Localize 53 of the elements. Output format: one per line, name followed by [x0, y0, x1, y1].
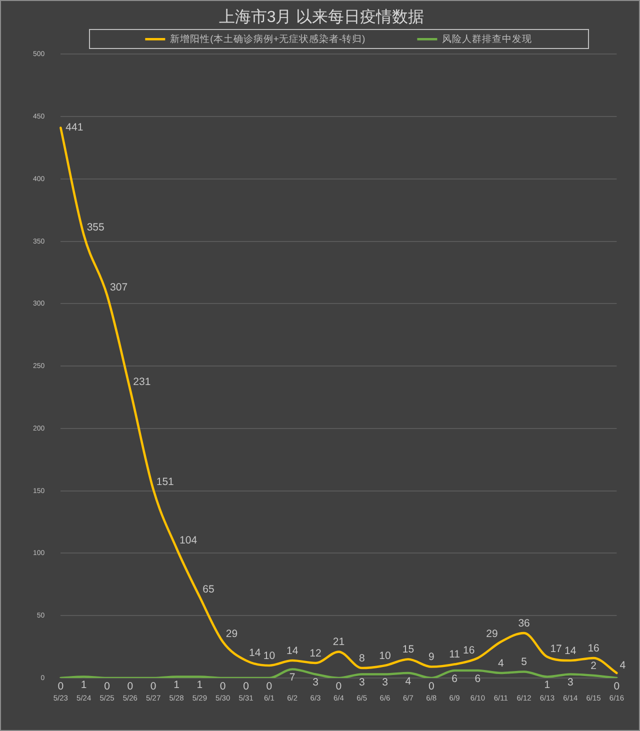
data-label: 14	[249, 646, 261, 659]
data-label: 1	[544, 679, 550, 692]
data-label: 9	[428, 651, 434, 664]
data-label: 0	[266, 680, 272, 692]
data-label: 6	[474, 672, 481, 685]
data-label: 104	[180, 534, 198, 547]
data-label: 16	[588, 642, 600, 654]
data-label: 65	[202, 583, 215, 596]
data-label: 0	[58, 680, 64, 692]
data-label: 3	[358, 676, 365, 689]
data-label: 0	[127, 680, 134, 692]
data-label: 3	[567, 676, 574, 689]
data-label: 3	[382, 676, 388, 689]
data-label: 0	[243, 680, 250, 692]
data-label: 14	[564, 644, 576, 657]
data-label: 7	[289, 672, 296, 684]
data-label: 1	[174, 679, 180, 692]
data-label: 151	[156, 476, 174, 488]
data-label: 6	[452, 672, 458, 685]
data-label: 1	[80, 679, 87, 692]
data-label: 4	[498, 657, 504, 670]
data-label: 0	[220, 680, 226, 692]
data-label: 1	[196, 679, 203, 692]
data-label: 0	[104, 680, 110, 692]
data-label: 307	[110, 281, 128, 294]
data-label: 231	[133, 376, 151, 388]
data-label: 5	[521, 656, 528, 668]
legend-label: 风险人群排查中发现	[442, 32, 532, 45]
data-label: 0	[428, 680, 434, 692]
data-label: 3	[312, 676, 319, 689]
data-label: 4	[405, 675, 412, 688]
data-label: 0	[150, 680, 156, 692]
data-label: 36	[518, 617, 530, 630]
data-label: 355	[86, 221, 105, 234]
data-label: 4	[620, 659, 626, 672]
data-label: 17	[550, 643, 562, 656]
data-label: 10	[379, 650, 392, 662]
data-label: 14	[286, 644, 298, 657]
data-label: 8	[358, 652, 365, 664]
data-label: 16	[463, 644, 475, 656]
data-label: 2	[590, 660, 597, 672]
data-label: 0	[336, 680, 342, 692]
data-label: 11	[449, 648, 460, 661]
legend-label: 新增阳性(本土确诊病例+无症状感染者-转归)	[170, 32, 366, 45]
data-label: 15	[402, 644, 414, 656]
data-label: 21	[332, 636, 345, 648]
data-label: 29	[226, 628, 238, 640]
data-label: 10	[263, 650, 276, 662]
data-label: 441	[66, 122, 84, 134]
chart-title: 上海市3月 以来每日疫情数据	[218, 8, 424, 26]
data-label: 12	[310, 647, 322, 660]
data-label: 0	[614, 680, 620, 692]
data-label: 29	[486, 628, 498, 640]
